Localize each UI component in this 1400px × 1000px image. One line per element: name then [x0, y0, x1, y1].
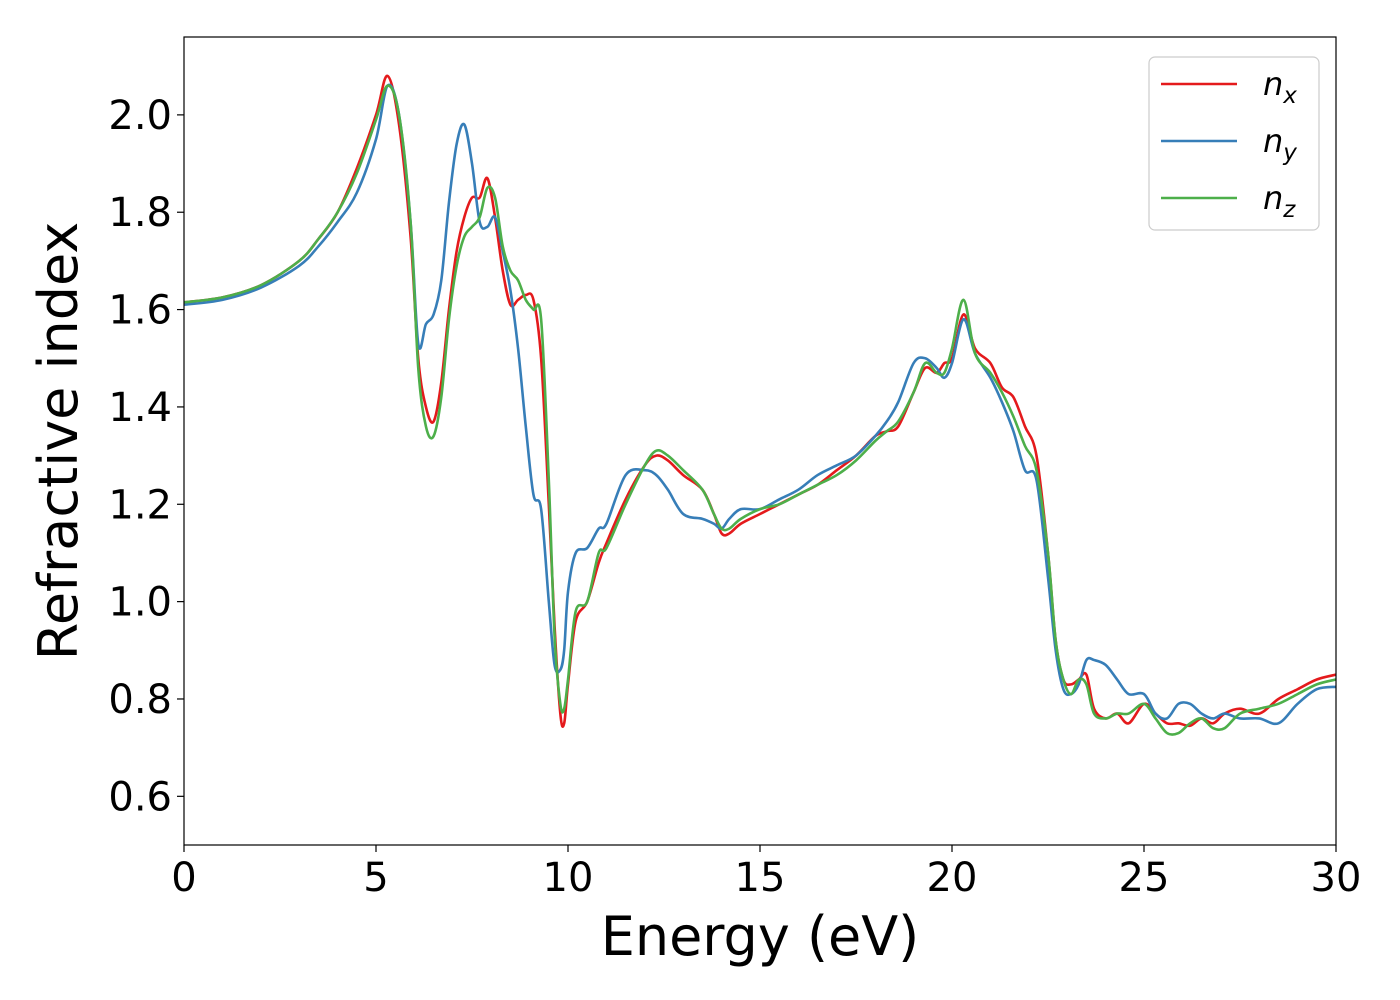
legend-label-n-y: ny [1263, 122, 1297, 166]
y-tick-label: 1.6 [108, 288, 172, 334]
x-axis: 0 5 10 15 20 25 30 [171, 845, 1361, 901]
y-tick-label: 1.8 [108, 190, 172, 236]
plot-area [183, 36, 1337, 846]
x-axis-title: Energy (eV) [601, 905, 920, 968]
y-axis: 0.6 0.8 1.0 1.2 1.4 1.6 1.8 2.0 [108, 93, 184, 820]
plot-background [184, 37, 1336, 845]
legend-label-n-z: nz [1263, 179, 1296, 223]
y-axis-title: Refractive index [27, 222, 90, 661]
x-tick-label: 25 [1119, 855, 1170, 901]
legend-frame [1148, 56, 1320, 231]
x-tick-label: 5 [363, 855, 388, 901]
series-line-n-y [184, 83, 1336, 726]
x-tick-label: 15 [735, 855, 786, 901]
legend-label-n-x: nx [1263, 65, 1297, 109]
y-tick-label: 0.8 [108, 677, 172, 723]
y-tick-label: 1.2 [108, 482, 172, 528]
y-tick-label: 0.6 [108, 774, 172, 820]
x-tick-label: 20 [927, 855, 978, 901]
series-line-n-z [184, 84, 1336, 736]
x-tick-label: 30 [1311, 855, 1362, 901]
series-layer [184, 74, 1336, 736]
y-tick-label: 1.4 [108, 385, 172, 431]
x-tick-label: 0 [171, 855, 196, 901]
y-tick-label: 1.0 [108, 580, 172, 626]
x-tick-label: 10 [543, 855, 594, 901]
y-tick-label: 2.0 [108, 93, 172, 139]
legend: nx ny nz [1148, 56, 1320, 231]
